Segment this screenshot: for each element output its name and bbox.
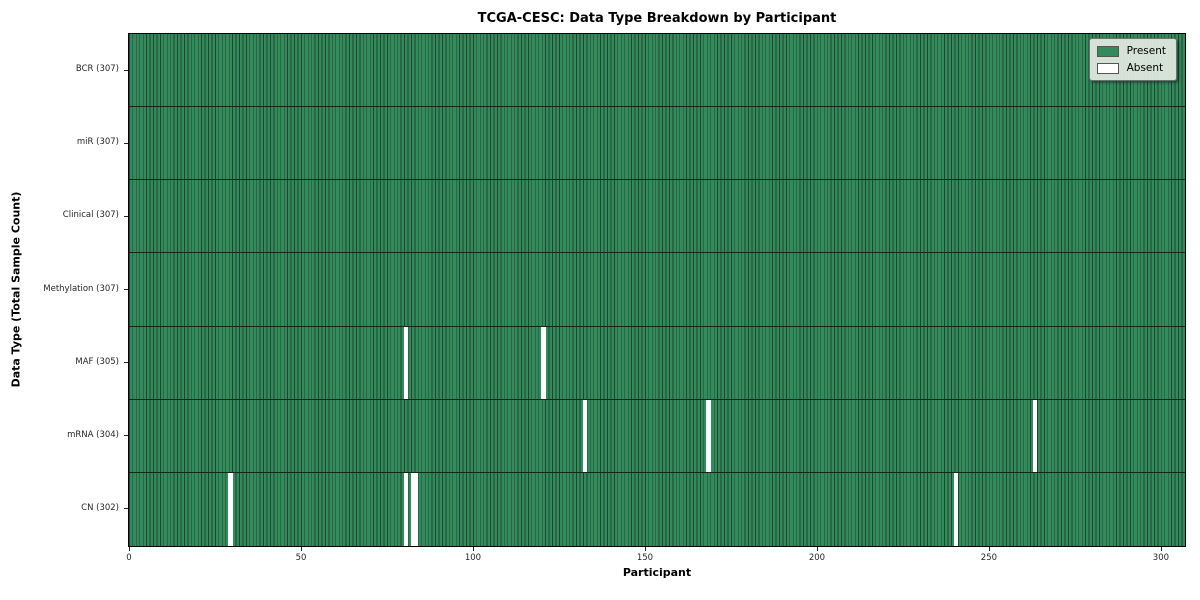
x-tick-mark <box>1160 547 1162 551</box>
x-tick-label: 250 <box>980 553 998 563</box>
x-tick-mark <box>129 547 130 551</box>
heatmap-row-MAF <box>129 326 1185 400</box>
absent-cell <box>541 326 546 399</box>
y-tick-mark <box>124 289 128 290</box>
absent-swatch <box>1096 62 1119 74</box>
heatmap-row-CN <box>129 472 1185 546</box>
x-tick-label: 100 <box>464 553 482 563</box>
chart-title: TCGA-CESC: Data Type Breakdown by Partic… <box>477 11 837 26</box>
x-tick-label: 300 <box>1152 553 1170 563</box>
y-tick-mark <box>124 508 128 510</box>
legend-item-present: Present <box>1096 45 1166 57</box>
absent-cell <box>706 399 711 472</box>
present-swatch <box>1096 45 1119 57</box>
y-tick-label: Clinical (307) <box>62 210 119 221</box>
y-tick-mark <box>124 142 128 144</box>
legend-present-label: Present <box>1126 45 1166 57</box>
legend-item-absent: Absent <box>1096 62 1166 74</box>
absent-cell <box>414 472 419 546</box>
y-tick-label: mRNA (304) <box>67 429 119 440</box>
absent-cell <box>582 399 587 472</box>
y-tick-label: CN (302) <box>81 502 119 513</box>
absent-cell <box>954 472 959 546</box>
x-tick-mark <box>300 547 302 551</box>
x-axis-label: Participant <box>622 566 692 579</box>
y-tick-label: MAF (305) <box>75 356 119 367</box>
legend-absent-label: Absent <box>1126 62 1164 74</box>
heatmap-row-Methylation <box>129 253 1185 327</box>
heatmap-row-miR <box>129 107 1185 181</box>
absent-cell <box>228 472 233 546</box>
y-tick-label: BCR (307) <box>75 64 119 75</box>
y-tick-mark <box>124 362 128 364</box>
y-tick-mark <box>124 435 128 437</box>
x-tick-label: 0 <box>126 553 132 563</box>
x-tick-label: 150 <box>636 553 654 563</box>
x-tick-label: 200 <box>808 553 826 563</box>
absent-cell <box>410 472 415 546</box>
x-tick-mark <box>644 547 646 551</box>
y-tick-mark <box>124 69 128 71</box>
heatmap-plot-area <box>128 33 1186 547</box>
heatmap-row-mRNA <box>129 399 1185 473</box>
heatmap-row-BCR <box>129 34 1185 108</box>
heatmap-row-Clinical <box>129 180 1185 254</box>
absent-cell <box>1033 399 1038 472</box>
x-tick-mark <box>988 547 990 551</box>
x-tick-mark <box>472 547 474 551</box>
y-tick-label: miR (307) <box>76 137 119 148</box>
legend: Present Absent <box>1088 38 1177 81</box>
absent-cell <box>403 472 408 546</box>
y-tick-label: Methylation (307) <box>43 283 119 294</box>
x-tick-mark <box>816 547 818 551</box>
absent-cell <box>403 326 408 399</box>
y-tick-mark <box>124 215 128 217</box>
x-tick-label: 50 <box>295 553 307 563</box>
